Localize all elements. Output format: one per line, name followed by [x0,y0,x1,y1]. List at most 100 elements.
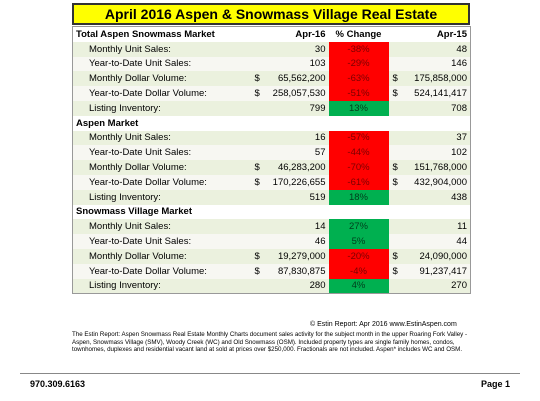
currency: $ [388,248,403,264]
row-label: Year-to-Date Dollar Volume: [72,263,251,279]
row-label: Year-to-Date Unit Sales: [72,56,251,72]
percent-change: -29% [328,56,389,72]
apr16-value: 46,283,200 [264,160,329,175]
spacer [388,41,403,57]
currency: $ [250,71,265,87]
section-title: Aspen Market [72,115,471,131]
section-title: Snowmass Village Market [72,204,471,220]
spacer [250,219,265,235]
column-header: % Change [328,26,389,42]
data-row: Monthly Dollar Volume: $46,283,200 -70% $15… [72,160,471,175]
section-title: Total Aspen Snowmass Market [72,26,251,42]
apr16-value: 519 [264,189,329,205]
data-row: Monthly Dollar Volume: $65,562,200 -63% $17… [72,71,471,87]
spacer [388,26,403,42]
data-row: Year-to-Date Unit Sales: 57 -44% 102 [72,145,471,161]
apr15-value: 102 [402,145,471,161]
percent-change: -4% [328,263,389,279]
row-label: Listing Inventory: [72,100,251,116]
spacer [250,234,265,249]
row-label: Monthly Dollar Volume: [72,71,251,87]
spacer [250,26,265,42]
currency: $ [388,71,403,87]
row-label: Monthly Unit Sales: [72,219,251,235]
data-row: Monthly Unit Sales: 14 27% 11 [72,219,471,235]
percent-change: -61% [328,174,389,190]
apr15-value: 91,237,417 [402,263,471,279]
apr16-value: 57 [264,145,329,161]
row-label: Monthly Dollar Volume: [72,248,251,264]
section-row: Aspen Market [72,115,471,131]
row-label: Monthly Unit Sales: [72,41,251,57]
section-row: Snowmass Village Market [72,204,471,220]
spacer [250,189,265,205]
data-row: Listing Inventory: 280 4% 270 [72,278,471,294]
row-label: Year-to-Date Dollar Volume: [72,86,251,101]
spacer [388,189,403,205]
data-row: Year-to-Date Dollar Volume: $258,057,530-… [72,86,471,101]
currency: $ [250,263,265,279]
currency: $ [250,86,265,101]
percent-change: 5% [328,234,389,249]
apr15-value: 270 [402,278,471,294]
apr16-value: 258,057,530 [264,86,329,101]
data-row: Monthly Dollar Volume: $19,279,000 -20% $24… [72,248,471,264]
currency: $ [250,174,265,190]
data-row: Year-to-Date Dollar Volume: $87,830,875 -4… [72,263,471,279]
data-row: Listing Inventory: 519 18% 438 [72,189,471,205]
currency: $ [388,86,403,101]
apr15-value: 44 [402,234,471,249]
currency: $ [388,174,403,190]
percent-change: -44% [328,145,389,161]
spacer [250,145,265,161]
apr16-value: 65,562,200 [264,71,329,87]
data-row: Year-to-Date Unit Sales: 46 5% 44 [72,234,471,249]
currency: $ [250,160,265,175]
apr16-value: 280 [264,278,329,294]
apr15-value: 708 [402,100,471,116]
apr16-value: 103 [264,56,329,72]
apr15-value: 151,768,000 [402,160,471,175]
percent-change: 27% [328,219,389,235]
phone: 970.309.6163 [30,379,86,389]
apr16-value: 799 [264,100,329,116]
percent-change: 4% [328,278,389,294]
row-label: Listing Inventory: [72,189,251,205]
column-header: Apr-16 [264,26,329,42]
row-label: Year-to-Date Unit Sales: [72,145,251,161]
percent-change: -57% [328,130,389,146]
market-table: Total Aspen Snowmass Market Apr-16% Chang… [72,26,471,295]
spacer [250,41,265,57]
page-number: Page 1 [480,379,510,389]
apr16-value: 30 [264,41,329,57]
apr15-value: 11 [402,219,471,235]
row-label: Monthly Unit Sales: [72,130,251,146]
percent-change: 13% [328,100,389,116]
data-row: Monthly Unit Sales: 16 -57% 37 [72,130,471,146]
section-row: Total Aspen Snowmass Market Apr-16% Chang… [72,26,471,42]
title: April 2016 Aspen & Snowmass Village Real… [72,3,470,25]
data-row: Year-to-Date Unit Sales: 103 -29% 146 [72,56,471,72]
spacer [388,100,403,116]
apr16-value: 46 [264,234,329,249]
percent-change: -20% [328,248,389,264]
spacer [250,130,265,146]
percent-change: -63% [328,71,389,87]
spacer [388,56,403,72]
apr15-value: 48 [402,41,471,57]
apr16-value: 14 [264,219,329,235]
spacer [250,278,265,294]
apr15-value: 438 [402,189,471,205]
apr16-value: 87,830,875 [264,263,329,279]
currency: $ [388,263,403,279]
apr15-value: 37 [402,130,471,146]
divider [20,373,520,374]
percent-change: -51% [328,86,389,101]
apr15-value: 524,141,417 [402,86,471,101]
apr15-value: 24,090,000 [402,248,471,264]
spacer [388,130,403,146]
data-row: Listing Inventory: 799 13% 708 [72,100,471,116]
apr16-value: 16 [264,130,329,146]
spacer [388,145,403,161]
